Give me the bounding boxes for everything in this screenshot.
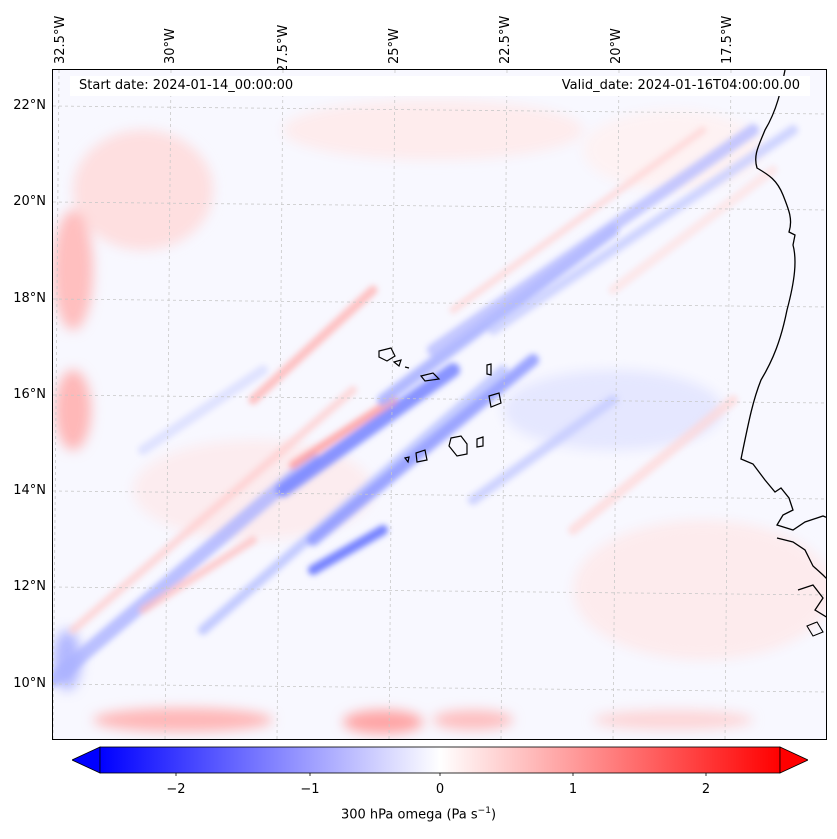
- lon-label-30w: 30°W: [163, 28, 178, 64]
- colorbar-ticks: [175, 773, 707, 777]
- lon-label-32-5w: 32.5°W: [53, 15, 68, 64]
- colorbar-extend-max: [779, 746, 809, 774]
- island-sao-nicolau: [419, 372, 441, 382]
- colorbar-tick-2: 2: [701, 782, 711, 797]
- island-brava: [403, 456, 410, 464]
- island-sal: [486, 363, 492, 376]
- lat-label-10n: 10°N: [13, 676, 46, 691]
- colorbar-tick-neg1: −1: [300, 782, 320, 797]
- valid-date-label: Valid_date: 2024-01-16T04:00:00.00: [561, 78, 800, 93]
- colorbar-gradient: [99, 746, 781, 774]
- lon-label-20w: 20°W: [609, 28, 624, 64]
- colorbar-label: 300 hPa omega (Pa s−1): [0, 806, 837, 822]
- colorbar-label-text: 300 hPa omega (Pa s: [340, 807, 478, 823]
- lon-label-17-5w: 17.5°W: [720, 15, 735, 64]
- colorbar-label-close: ): [490, 807, 497, 823]
- lat-label-20n: 20°N: [13, 194, 46, 209]
- start-date-label: Start date: 2024-01-14_00:00:00: [79, 78, 294, 93]
- island-fogo: [415, 449, 428, 463]
- colorbar-svg: [71, 746, 809, 777]
- colorbar-tick-0: 0: [435, 782, 445, 797]
- lat-label-12n: 12°N: [13, 579, 46, 594]
- graticule: [53, 70, 826, 739]
- island-santo-antao: [378, 347, 396, 362]
- lat-label-22n: 22°N: [13, 98, 46, 113]
- island-santa-luzia: [404, 366, 410, 369]
- island-boa-vista: [488, 392, 502, 408]
- map-panel: [52, 69, 827, 740]
- lon-label-27-5w: 27.5°W: [276, 24, 291, 73]
- colorbar-tick-1: 1: [568, 782, 578, 797]
- colorbar-label-exponent: −1: [477, 806, 491, 816]
- colorbar-extend-min: [71, 746, 101, 774]
- coastline-africa: [740, 70, 826, 531]
- colorbar-tick-neg2: −2: [166, 782, 186, 797]
- cape-verde-islands: [378, 347, 502, 464]
- lat-label-16n: 16°N: [13, 387, 46, 402]
- omega-field-map: [53, 70, 826, 739]
- coastline-guinea: [797, 584, 826, 618]
- field-streaks: [53, 124, 798, 687]
- lat-label-18n: 18°N: [13, 291, 46, 306]
- lon-label-25w: 25°W: [387, 28, 402, 64]
- date-header-box: [70, 76, 810, 96]
- lon-label-22-5w: 22.5°W: [498, 15, 513, 64]
- coastline-bijagos: [806, 621, 824, 637]
- colorbar: [71, 746, 809, 780]
- coastline-guinea-bissau: [776, 537, 826, 579]
- island-maio: [476, 436, 484, 448]
- island-santiago: [448, 435, 468, 457]
- lat-label-14n: 14°N: [13, 483, 46, 498]
- island-sao-vicente: [392, 359, 402, 368]
